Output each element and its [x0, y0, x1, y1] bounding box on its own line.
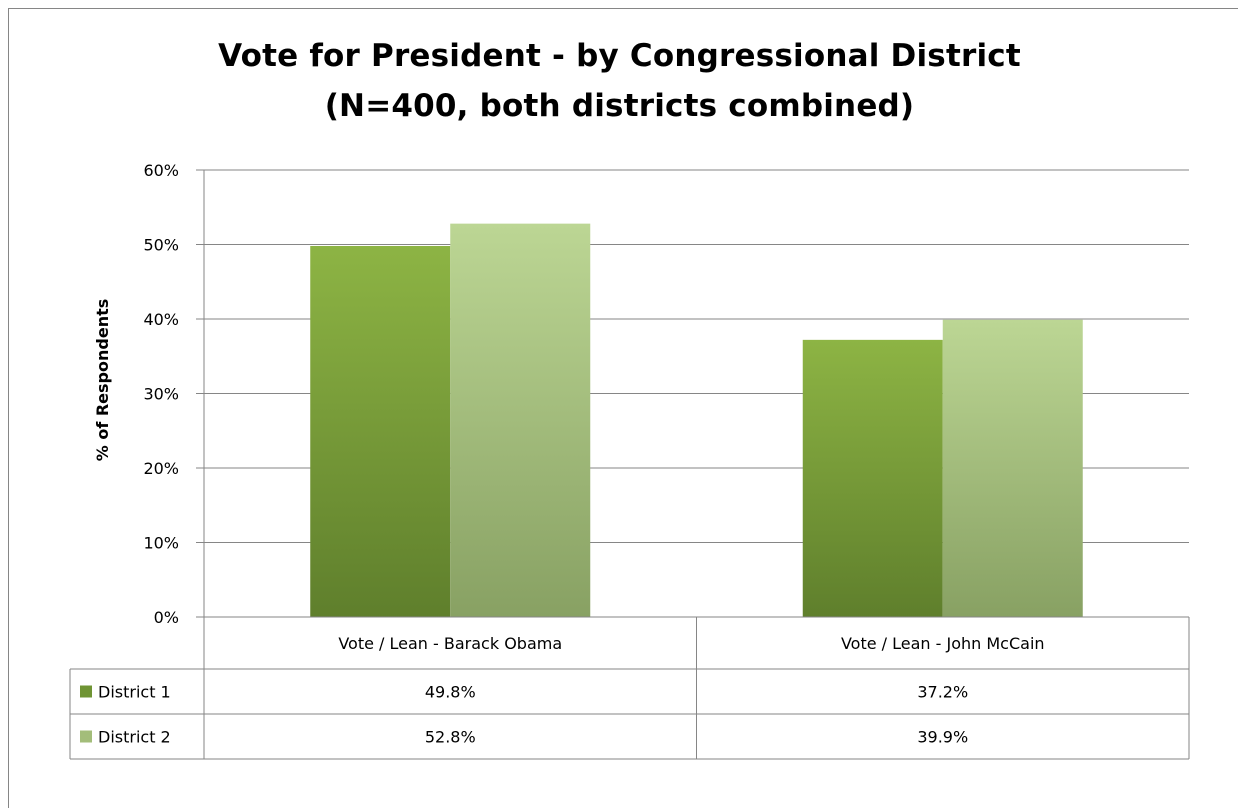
y-tick-label: 20%: [143, 459, 179, 478]
bars: [310, 223, 1083, 618]
legend-swatch: [80, 685, 92, 698]
chart-title: Vote for President - by Congressional Di…: [218, 38, 1021, 74]
data-table: Vote / Lean - Barack Obama Vote / Lean - …: [69, 616, 1190, 760]
y-axis-label: % of Respondents: [93, 299, 112, 462]
y-tick-label: 10%: [143, 534, 179, 553]
y-axis-ticks: 0% 10% 20% 30% 40% 50% 60%: [143, 161, 179, 627]
y-tick-label: 40%: [143, 310, 179, 329]
y-tick-label: 0%: [154, 608, 179, 627]
bar-district-1-0: [310, 245, 451, 618]
y-tick-label: 60%: [143, 161, 179, 180]
data-label: 52.8%: [425, 728, 476, 747]
y-tick-label: 30%: [143, 385, 179, 404]
x-tick-label: Vote / Lean - Barack Obama: [338, 634, 562, 653]
data-label: 39.9%: [917, 728, 968, 747]
data-label: 37.2%: [917, 683, 968, 702]
x-tick-label: Vote / Lean - John McCain: [841, 634, 1045, 653]
legend-entry: District 2: [98, 728, 171, 747]
legend-entry: District 1: [98, 683, 171, 702]
bar-district-2-1: [942, 319, 1083, 617]
chart-subtitle: (N=400, both districts combined): [324, 88, 915, 124]
data-label: 49.8%: [425, 683, 476, 702]
bar-district-1-1: [802, 339, 943, 617]
chart-frame: [8, 8, 1238, 808]
y-tick-label: 50%: [143, 236, 179, 255]
bar-district-2-0: [450, 223, 591, 617]
legend-swatch: [80, 730, 92, 743]
